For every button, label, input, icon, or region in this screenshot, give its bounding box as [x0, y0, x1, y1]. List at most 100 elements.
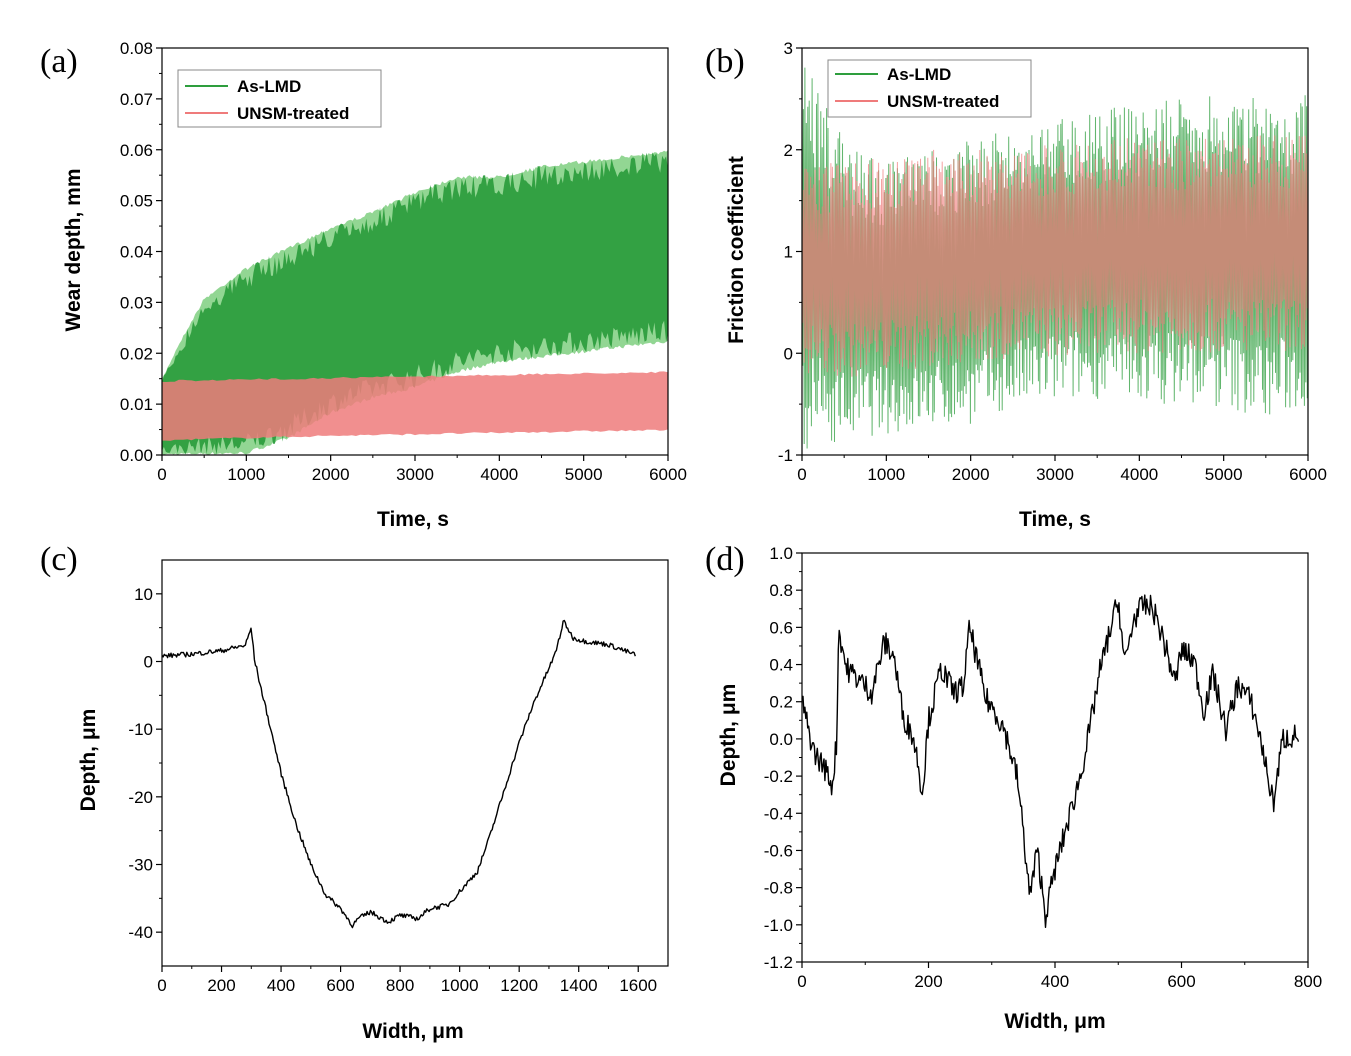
- x-tick-label: 1600: [619, 976, 657, 995]
- x-tick-label: 3000: [1036, 465, 1074, 484]
- x-tick-label: 0: [157, 976, 166, 995]
- y-tick-label: 0.6: [769, 618, 793, 637]
- y-tick-label: 2: [784, 141, 793, 160]
- x-tick-label: 1400: [560, 976, 598, 995]
- depth-profile-line: [161, 619, 636, 929]
- y-tick-label: 0.02: [120, 344, 153, 363]
- y-tick-label: 0.4: [769, 656, 793, 675]
- y-tick-label: -10: [128, 720, 153, 739]
- panel-d-ylabel: Depth, μm: [717, 684, 740, 787]
- x-tick-label: 1000: [441, 976, 479, 995]
- panel-d-frame: [801, 552, 1309, 963]
- x-tick-label: 200: [207, 976, 235, 995]
- panel-c-xlabel: Width, μm: [362, 1020, 463, 1043]
- panel-a-ylabel: Wear depth, mm: [62, 169, 85, 332]
- y-tick-label: 0.07: [120, 90, 153, 109]
- x-tick-label: 6000: [649, 465, 687, 484]
- y-tick-label: 0.03: [120, 293, 153, 312]
- panel-b-legend-label-unsm: UNSM-treated: [887, 92, 999, 111]
- panel-c-frame: [161, 559, 669, 967]
- series-unsm-treated-area: [162, 371, 668, 441]
- x-tick-label: 1200: [500, 976, 538, 995]
- panel-label-b: (b): [705, 43, 745, 80]
- y-tick-label: 0.08: [120, 39, 153, 58]
- panel-label-c: (c): [40, 541, 78, 578]
- x-tick-label: 600: [326, 976, 354, 995]
- y-tick-label: -0.8: [764, 879, 793, 898]
- panel-a-legend-box: [177, 69, 382, 128]
- panel-a-legend-label-unsm: UNSM-treated: [237, 104, 349, 123]
- panel-d-xlabel: Width, μm: [1004, 1010, 1105, 1033]
- panel-b-legend: As-LMD UNSM-treated: [827, 59, 1032, 118]
- panel-b-xlabel: Time, s: [1019, 508, 1091, 531]
- y-tick-label: 1.0: [769, 544, 793, 563]
- y-tick-label: 0.8: [769, 581, 793, 600]
- y-tick-label: 0: [784, 344, 793, 363]
- x-tick-label: 800: [386, 976, 414, 995]
- x-tick-label: 6000: [1289, 465, 1327, 484]
- panel-c-ylabel: Depth, μm: [77, 709, 100, 812]
- panel-c-axes: 0 200 400 600 800 1000 1200 1400 1600 -40 -30 -20 -1…: [128, 559, 669, 995]
- y-tick-label: -30: [128, 856, 153, 875]
- x-tick-label: 0: [797, 972, 806, 991]
- y-tick-label: 0.2: [769, 693, 793, 712]
- y-tick-label: 0.04: [120, 243, 153, 262]
- panel-b-legend-label-as-lmd: As-LMD: [887, 65, 951, 84]
- panel-a-plot: [162, 150, 668, 455]
- panel-b-plot: [801, 60, 1309, 449]
- y-tick-label: 0.01: [120, 395, 153, 414]
- x-tick-label: 800: [1294, 972, 1322, 991]
- x-tick-label: 0: [797, 465, 806, 484]
- panel-d-axes: 0 200 400 600 800 -1.2 -1.0 -0.8 -0.6 -0.4 -0.2 0.0…: [764, 544, 1322, 991]
- y-tick-label: -0.4: [764, 804, 793, 823]
- y-tick-label: -0.2: [764, 767, 793, 786]
- panel-a-legend: As-LMD UNSM-treated: [177, 69, 382, 128]
- x-tick-label: 0: [157, 465, 166, 484]
- series-unsm-treated-line: [801, 135, 1309, 377]
- x-tick-label: 400: [267, 976, 295, 995]
- x-tick-label: 1000: [227, 465, 265, 484]
- y-tick-label: 3: [784, 39, 793, 58]
- panel-a-axes: 0 1000 2000 3000 4000 5000 6000 0.00 0.01 0.02 0.0…: [120, 39, 687, 484]
- x-tick-label: 5000: [565, 465, 603, 484]
- panel-b-legend-box: [827, 59, 1032, 118]
- x-tick-label: 4000: [1120, 465, 1158, 484]
- y-tick-label: -1.2: [764, 953, 793, 972]
- x-tick-label: 4000: [480, 465, 518, 484]
- x-tick-label: 400: [1041, 972, 1069, 991]
- x-tick-label: 1000: [867, 465, 905, 484]
- panel-d: (d) 0 200 400 600 800 -1.2 -1.0 -0.8 -0.6 -0.4 -0.…: [705, 541, 1322, 1033]
- x-tick-label: 600: [1167, 972, 1195, 991]
- panel-a-legend-label-as-lmd: As-LMD: [237, 77, 301, 96]
- panel-label-a: (a): [40, 43, 78, 80]
- y-tick-label: -1.0: [764, 916, 793, 935]
- y-tick-label: 0: [144, 653, 153, 672]
- y-tick-label: -20: [128, 788, 153, 807]
- x-tick-label: 5000: [1205, 465, 1243, 484]
- panel-label-d: (d): [705, 541, 745, 578]
- x-tick-label: 200: [914, 972, 942, 991]
- y-tick-label: 0.05: [120, 192, 153, 211]
- series-as-lmd-area: [162, 152, 668, 455]
- y-tick-label: 1: [784, 243, 793, 262]
- panel-a: (a) 0 1000 2000 3000 4000 5000 6000 0.00 0.01 0.0…: [40, 39, 687, 531]
- y-tick-label: -1: [778, 446, 793, 465]
- y-tick-label: 0.0: [769, 730, 793, 749]
- panel-a-xlabel: Time, s: [377, 508, 449, 531]
- panel-b-ylabel: Friction coefficient: [725, 156, 748, 344]
- panel-d-plot: [801, 594, 1300, 928]
- y-tick-label: 0.00: [120, 446, 153, 465]
- y-tick-label: 0.06: [120, 141, 153, 160]
- panel-c-plot: [161, 619, 636, 929]
- y-tick-label: -0.6: [764, 841, 793, 860]
- y-tick-label: -40: [128, 923, 153, 942]
- panel-c: (c) 0 200 400 600 800 1000 1200 1400 1600 -40 -30 -…: [40, 541, 669, 1043]
- x-tick-label: 3000: [396, 465, 434, 484]
- x-tick-label: 2000: [312, 465, 350, 484]
- x-tick-label: 2000: [952, 465, 990, 484]
- y-tick-label: 10: [134, 585, 153, 604]
- depth-profile-line: [801, 594, 1300, 928]
